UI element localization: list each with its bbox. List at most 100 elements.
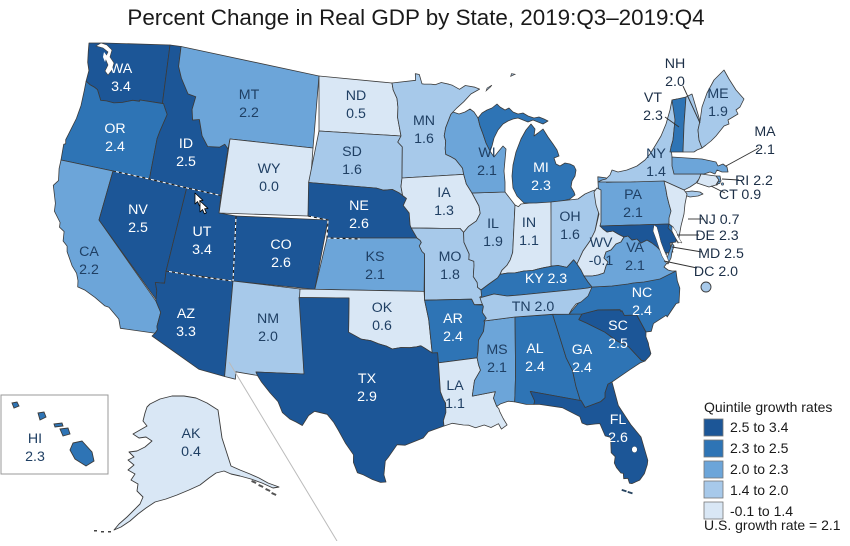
svg-text:VT: VT [644, 90, 662, 106]
svg-text:WY: WY [258, 161, 281, 177]
svg-text:GA: GA [572, 342, 593, 358]
svg-text:FL: FL [610, 412, 627, 428]
svg-text:NH: NH [665, 56, 686, 72]
svg-text:WI: WI [478, 145, 495, 161]
svg-text:2.4: 2.4 [525, 359, 545, 375]
svg-text:3.4: 3.4 [192, 242, 212, 258]
svg-text:DE 2.3: DE 2.3 [695, 228, 738, 244]
svg-text:-0.1: -0.1 [589, 253, 614, 269]
svg-text:MN: MN [413, 113, 435, 129]
svg-text:ND: ND [346, 88, 367, 104]
svg-text:1.1: 1.1 [445, 396, 465, 412]
svg-text:2.1: 2.1 [755, 142, 775, 158]
svg-text:2.4: 2.4 [443, 329, 463, 345]
svg-text:ID: ID [179, 136, 193, 152]
svg-text:1.1: 1.1 [519, 233, 539, 249]
svg-text:KS: KS [366, 249, 385, 265]
svg-text:NV: NV [128, 202, 148, 218]
svg-text:2.1: 2.1 [623, 205, 643, 221]
svg-text:DC 2.0: DC 2.0 [694, 264, 738, 280]
svg-text:IN: IN [522, 215, 536, 231]
svg-text:RI 2.2: RI 2.2 [735, 173, 773, 189]
svg-text:1.6: 1.6 [342, 162, 362, 178]
svg-text:OR: OR [104, 121, 125, 137]
svg-text:2.3 to 2.5: 2.3 to 2.5 [730, 440, 789, 456]
svg-text:2.6: 2.6 [271, 255, 291, 271]
svg-text:2.5: 2.5 [608, 336, 628, 352]
svg-text:1.4: 1.4 [646, 164, 666, 180]
svg-text:OK: OK [372, 300, 393, 316]
svg-text:0.5: 0.5 [346, 106, 366, 122]
svg-text:LA: LA [446, 378, 464, 394]
svg-text:0.0: 0.0 [259, 179, 279, 195]
svg-text:AZ: AZ [177, 306, 195, 322]
svg-text:2.6: 2.6 [608, 430, 628, 446]
svg-text:2.1: 2.1 [625, 258, 645, 274]
svg-text:2.5 to 3.4: 2.5 to 3.4 [730, 419, 789, 435]
svg-text:3.3: 3.3 [176, 324, 196, 340]
svg-text:VA: VA [626, 240, 644, 256]
svg-text:SD: SD [342, 144, 362, 160]
svg-text:AR: AR [443, 311, 463, 327]
svg-text:2.3: 2.3 [531, 178, 551, 194]
svg-text:2.0: 2.0 [665, 74, 685, 90]
svg-text:MO: MO [439, 249, 462, 265]
svg-text:AK: AK [182, 426, 201, 442]
svg-text:MT: MT [239, 87, 260, 103]
svg-text:-0.1 to 1.4: -0.1 to 1.4 [730, 503, 793, 519]
svg-text:2.1: 2.1 [487, 360, 507, 376]
svg-text:MI: MI [533, 160, 549, 176]
svg-text:1.9: 1.9 [708, 104, 728, 120]
svg-text:1.8: 1.8 [440, 267, 460, 283]
svg-text:AL: AL [526, 341, 543, 357]
svg-text:NY: NY [646, 146, 666, 162]
svg-text:OH: OH [559, 209, 580, 225]
svg-text:2.0 to 2.3: 2.0 to 2.3 [730, 461, 789, 477]
svg-text:2.6: 2.6 [349, 216, 369, 232]
svg-text:CA: CA [79, 244, 99, 260]
svg-text:2.5: 2.5 [128, 220, 148, 236]
svg-text:1.3: 1.3 [434, 203, 454, 219]
svg-text:2.3: 2.3 [643, 108, 663, 124]
svg-text:ME: ME [707, 86, 728, 102]
svg-text:2.4: 2.4 [632, 303, 652, 319]
svg-text:MD 2.5: MD 2.5 [698, 246, 744, 262]
svg-text:3.4: 3.4 [111, 79, 131, 95]
svg-text:NE: NE [349, 198, 369, 214]
svg-text:MS: MS [486, 342, 507, 358]
svg-text:SC: SC [608, 318, 628, 334]
svg-text:2.4: 2.4 [572, 360, 592, 376]
svg-text:2.9: 2.9 [357, 389, 377, 405]
svg-text:2.2: 2.2 [239, 105, 259, 121]
svg-text:NJ 0.7: NJ 0.7 [698, 212, 739, 228]
svg-text:NM: NM [257, 311, 279, 327]
svg-text:2.5: 2.5 [176, 154, 196, 170]
svg-text:UT: UT [193, 224, 212, 240]
svg-text:2.2: 2.2 [79, 262, 99, 278]
svg-text:WA: WA [110, 61, 133, 77]
svg-text:U.S. growth rate = 2.1: U.S. growth rate = 2.1 [704, 517, 841, 533]
svg-text:MA: MA [754, 124, 776, 140]
svg-text:1.4 to 2.0: 1.4 to 2.0 [730, 482, 789, 498]
svg-text:TN 2.0: TN 2.0 [512, 299, 555, 315]
svg-text:IL: IL [487, 216, 499, 232]
svg-text:TX: TX [358, 371, 377, 387]
svg-text:1.9: 1.9 [483, 234, 503, 250]
svg-text:2.0: 2.0 [258, 329, 278, 345]
svg-text:WV: WV [590, 235, 613, 251]
svg-text:Percent Change in Real GDP by: Percent Change in Real GDP by State, 201… [127, 5, 704, 30]
svg-text:NC: NC [632, 285, 653, 301]
svg-text:IA: IA [437, 185, 451, 201]
svg-text:CO: CO [270, 237, 291, 253]
svg-text:2.1: 2.1 [365, 267, 385, 283]
svg-text:2.3: 2.3 [25, 449, 45, 465]
svg-text:0.4: 0.4 [181, 444, 201, 460]
svg-text:1.6: 1.6 [414, 131, 434, 147]
svg-text:Quintile growth rates: Quintile growth rates [704, 399, 832, 415]
svg-text:HI: HI [28, 431, 42, 447]
svg-text:0.6: 0.6 [372, 318, 392, 334]
svg-text:2.1: 2.1 [477, 163, 497, 179]
svg-text:CT 0.9: CT 0.9 [719, 187, 761, 203]
svg-text:KY 2.3: KY 2.3 [525, 271, 567, 287]
svg-text:1.6: 1.6 [560, 227, 580, 243]
